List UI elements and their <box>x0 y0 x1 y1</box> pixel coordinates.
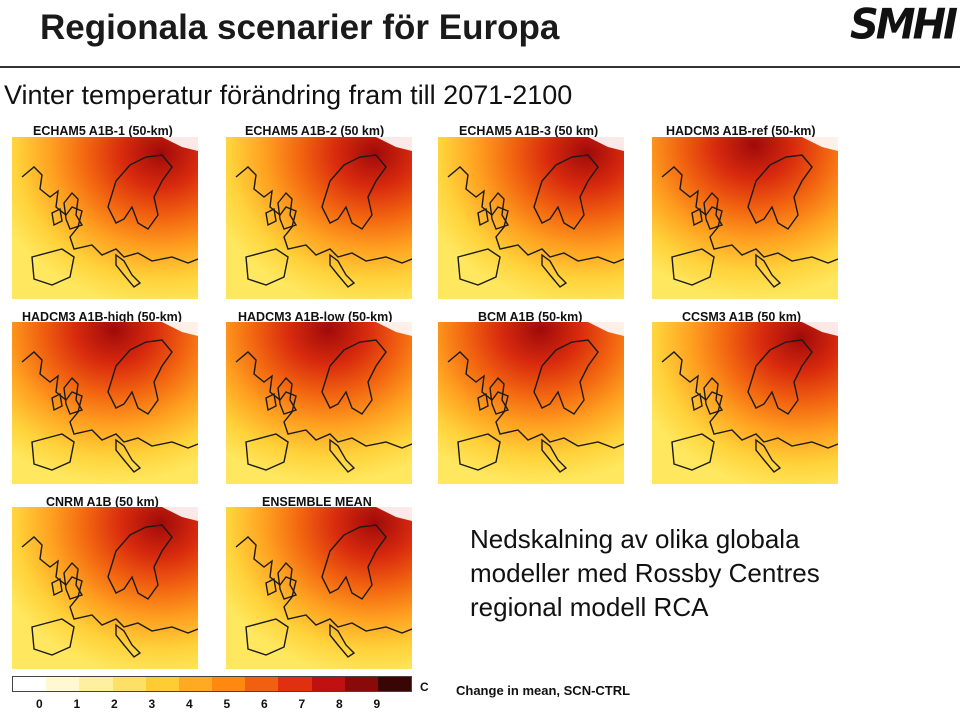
colorbar-tick-label: 4 <box>186 697 193 711</box>
colorbar-swatch <box>212 677 246 691</box>
caption-line-1: Nedskalning av olika globala <box>470 524 800 554</box>
map-hadcm3-ref <box>652 137 838 299</box>
colorbar-swatch <box>112 677 146 691</box>
colorbar-unit: C <box>420 680 429 694</box>
page-title: Regionala scenarier för Europa <box>40 8 560 47</box>
map-ensemble <box>226 507 412 669</box>
map-label-bcm: BCM A1B (50-km) <box>478 310 583 324</box>
colorbar-swatch <box>79 677 113 691</box>
map-hadcm3-low <box>226 322 412 484</box>
map-label-hadcm3-high: HADCM3 A1B-high (50-km) <box>22 310 182 324</box>
colorbar-swatch <box>245 677 279 691</box>
colorbar-tick-label: 8 <box>336 697 343 711</box>
colorbar-swatch <box>46 677 80 691</box>
map-label-echam5-3: ECHAM5 A1B-3 (50 km) <box>459 124 599 138</box>
colorbar-swatch <box>13 677 47 691</box>
colorbar-swatch <box>344 677 378 691</box>
caption-line-2: modeller med Rossby Centres <box>470 558 820 588</box>
colorbar-swatch <box>145 677 179 691</box>
page-subtitle: Vinter temperatur förändring fram till 2… <box>4 80 573 110</box>
map-label-echam5-1: ECHAM5 A1B-1 (50-km) <box>33 124 173 138</box>
map-echam5-1 <box>12 137 198 299</box>
colorbar-tick-label: 2 <box>111 697 118 711</box>
map-label-hadcm3-low: HADCM3 A1B-low (50-km) <box>238 310 393 324</box>
header-divider <box>0 66 960 68</box>
map-label-ccsm3: CCSM3 A1B (50 km) <box>682 310 802 324</box>
map-label-hadcm3-ref: HADCM3 A1B-ref (50-km) <box>666 124 816 138</box>
map-cnrm <box>12 507 198 669</box>
map-label-ensemble: ENSEMBLE MEAN <box>262 495 372 509</box>
caption-line-3: regional modell RCA <box>470 592 709 622</box>
colorbar-tick-label: 5 <box>223 697 231 711</box>
colorbar-tick-label: 0 <box>36 697 43 711</box>
colorbar-tick-label: 7 <box>298 697 306 711</box>
caption-text: Nedskalning av olika globala modeller me… <box>470 522 820 624</box>
colorbar-swatch <box>178 677 213 691</box>
smhi-logo: SMHI <box>850 0 958 50</box>
map-echam5-2 <box>226 137 412 299</box>
map-ccsm3 <box>652 322 838 484</box>
colorbar-tick-label: 9 <box>373 697 381 711</box>
map-echam5-3 <box>438 137 624 299</box>
map-bcm <box>438 322 624 484</box>
colorbar-swatch <box>278 677 312 691</box>
colorbar-tick-label: 1 <box>73 697 81 711</box>
colorbar <box>12 676 412 692</box>
map-label-cnrm: CNRM A1B (50 km) <box>46 495 159 509</box>
map-hadcm3-high <box>12 322 198 484</box>
colorbar-note: Change in mean, SCN-CTRL <box>456 683 631 698</box>
map-label-echam5-2: ECHAM5 A1B-2 (50 km) <box>245 124 385 138</box>
colorbar-tick-label: 3 <box>148 697 156 711</box>
colorbar-swatch <box>377 677 412 691</box>
colorbar-swatch <box>311 677 345 691</box>
colorbar-tick-label: 6 <box>261 697 268 711</box>
